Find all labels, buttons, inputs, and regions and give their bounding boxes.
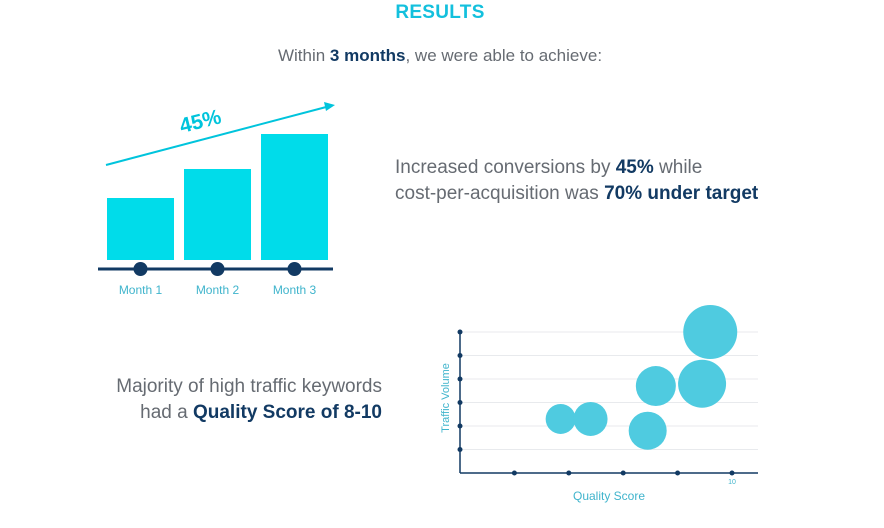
bubble-6 xyxy=(683,305,738,359)
axis-dots xyxy=(133,262,302,276)
bars-layer xyxy=(107,134,328,260)
y-tick-dot-6 xyxy=(457,329,463,335)
intro-text: Within 3 months, we were able to achieve… xyxy=(0,46,880,66)
bar-3 xyxy=(261,134,328,260)
bubble-3 xyxy=(628,411,667,450)
x-tick-dot-2 xyxy=(511,470,517,476)
results-heading: RESULTS xyxy=(395,2,485,23)
conversions-text-1: Increased conversions by xyxy=(395,157,616,178)
y-axis-label: Traffic Volume xyxy=(440,363,452,433)
intro-prefix: Within xyxy=(277,46,330,65)
bubble-5 xyxy=(678,359,727,408)
quality-text-2: had a xyxy=(140,402,193,423)
x-tick-label-2: Month 2 xyxy=(196,283,240,297)
x-tick-labels: Month 1 Month 2 Month 3 xyxy=(119,283,317,297)
trend-label: 45% xyxy=(177,105,224,138)
bubble-4 xyxy=(635,366,676,407)
intro-bold: 3 months xyxy=(329,46,406,65)
y-tick-dot-2 xyxy=(457,423,463,429)
conversions-text-3: cost-per-acquisition was xyxy=(395,183,605,204)
axis-dot-3 xyxy=(287,262,302,276)
tick-dots xyxy=(457,329,735,476)
x-tick-dot-8 xyxy=(675,470,681,476)
y-tick-dot-3 xyxy=(457,400,463,405)
conversions-stat: Increased conversions by 45% while cost-… xyxy=(395,155,855,207)
conversions-bold-1: 45% xyxy=(615,157,654,178)
x-tick-dot-10 xyxy=(729,470,735,476)
x-tick-label-3: Month 3 xyxy=(273,283,317,297)
intro-suffix: , we were able to achieve: xyxy=(405,46,603,65)
x-tick-dot-4 xyxy=(566,470,572,476)
bubble-1 xyxy=(545,403,576,434)
quality-bold: Quality Score of 8-10 xyxy=(192,402,382,423)
axis-dot-1 xyxy=(133,262,148,276)
y-tick-dot-5 xyxy=(457,353,463,358)
y-tick-dot-4 xyxy=(457,376,463,382)
x-tick-dot-6 xyxy=(620,470,626,476)
quality-bubble-chart: 10 Quality Score Traffic Volume xyxy=(440,305,758,503)
y-tick-dot-1 xyxy=(457,447,463,452)
quality-stat: Majority of high traffic keywords had a … xyxy=(40,374,382,426)
bar-1 xyxy=(107,198,174,260)
monthly-bar-chart: Month 1 Month 2 Month 3 45% xyxy=(98,102,335,297)
conversions-bold-2: 70% under target xyxy=(604,183,759,204)
x-axis-label: Quality Score xyxy=(573,489,645,503)
quality-text-1: Majority of high traffic keywords xyxy=(116,376,382,397)
trend-arrow-head-icon xyxy=(324,102,335,111)
x-tick-label-1: Month 1 xyxy=(119,283,163,297)
bubbles-layer xyxy=(545,305,738,450)
trend-arrow-line xyxy=(105,105,331,166)
axis-dot-2 xyxy=(210,262,225,276)
bar-2 xyxy=(184,169,251,260)
conversions-text-2: while xyxy=(653,157,703,178)
x-tick-label-10: 10 xyxy=(728,479,736,486)
bubble-2 xyxy=(573,401,608,436)
